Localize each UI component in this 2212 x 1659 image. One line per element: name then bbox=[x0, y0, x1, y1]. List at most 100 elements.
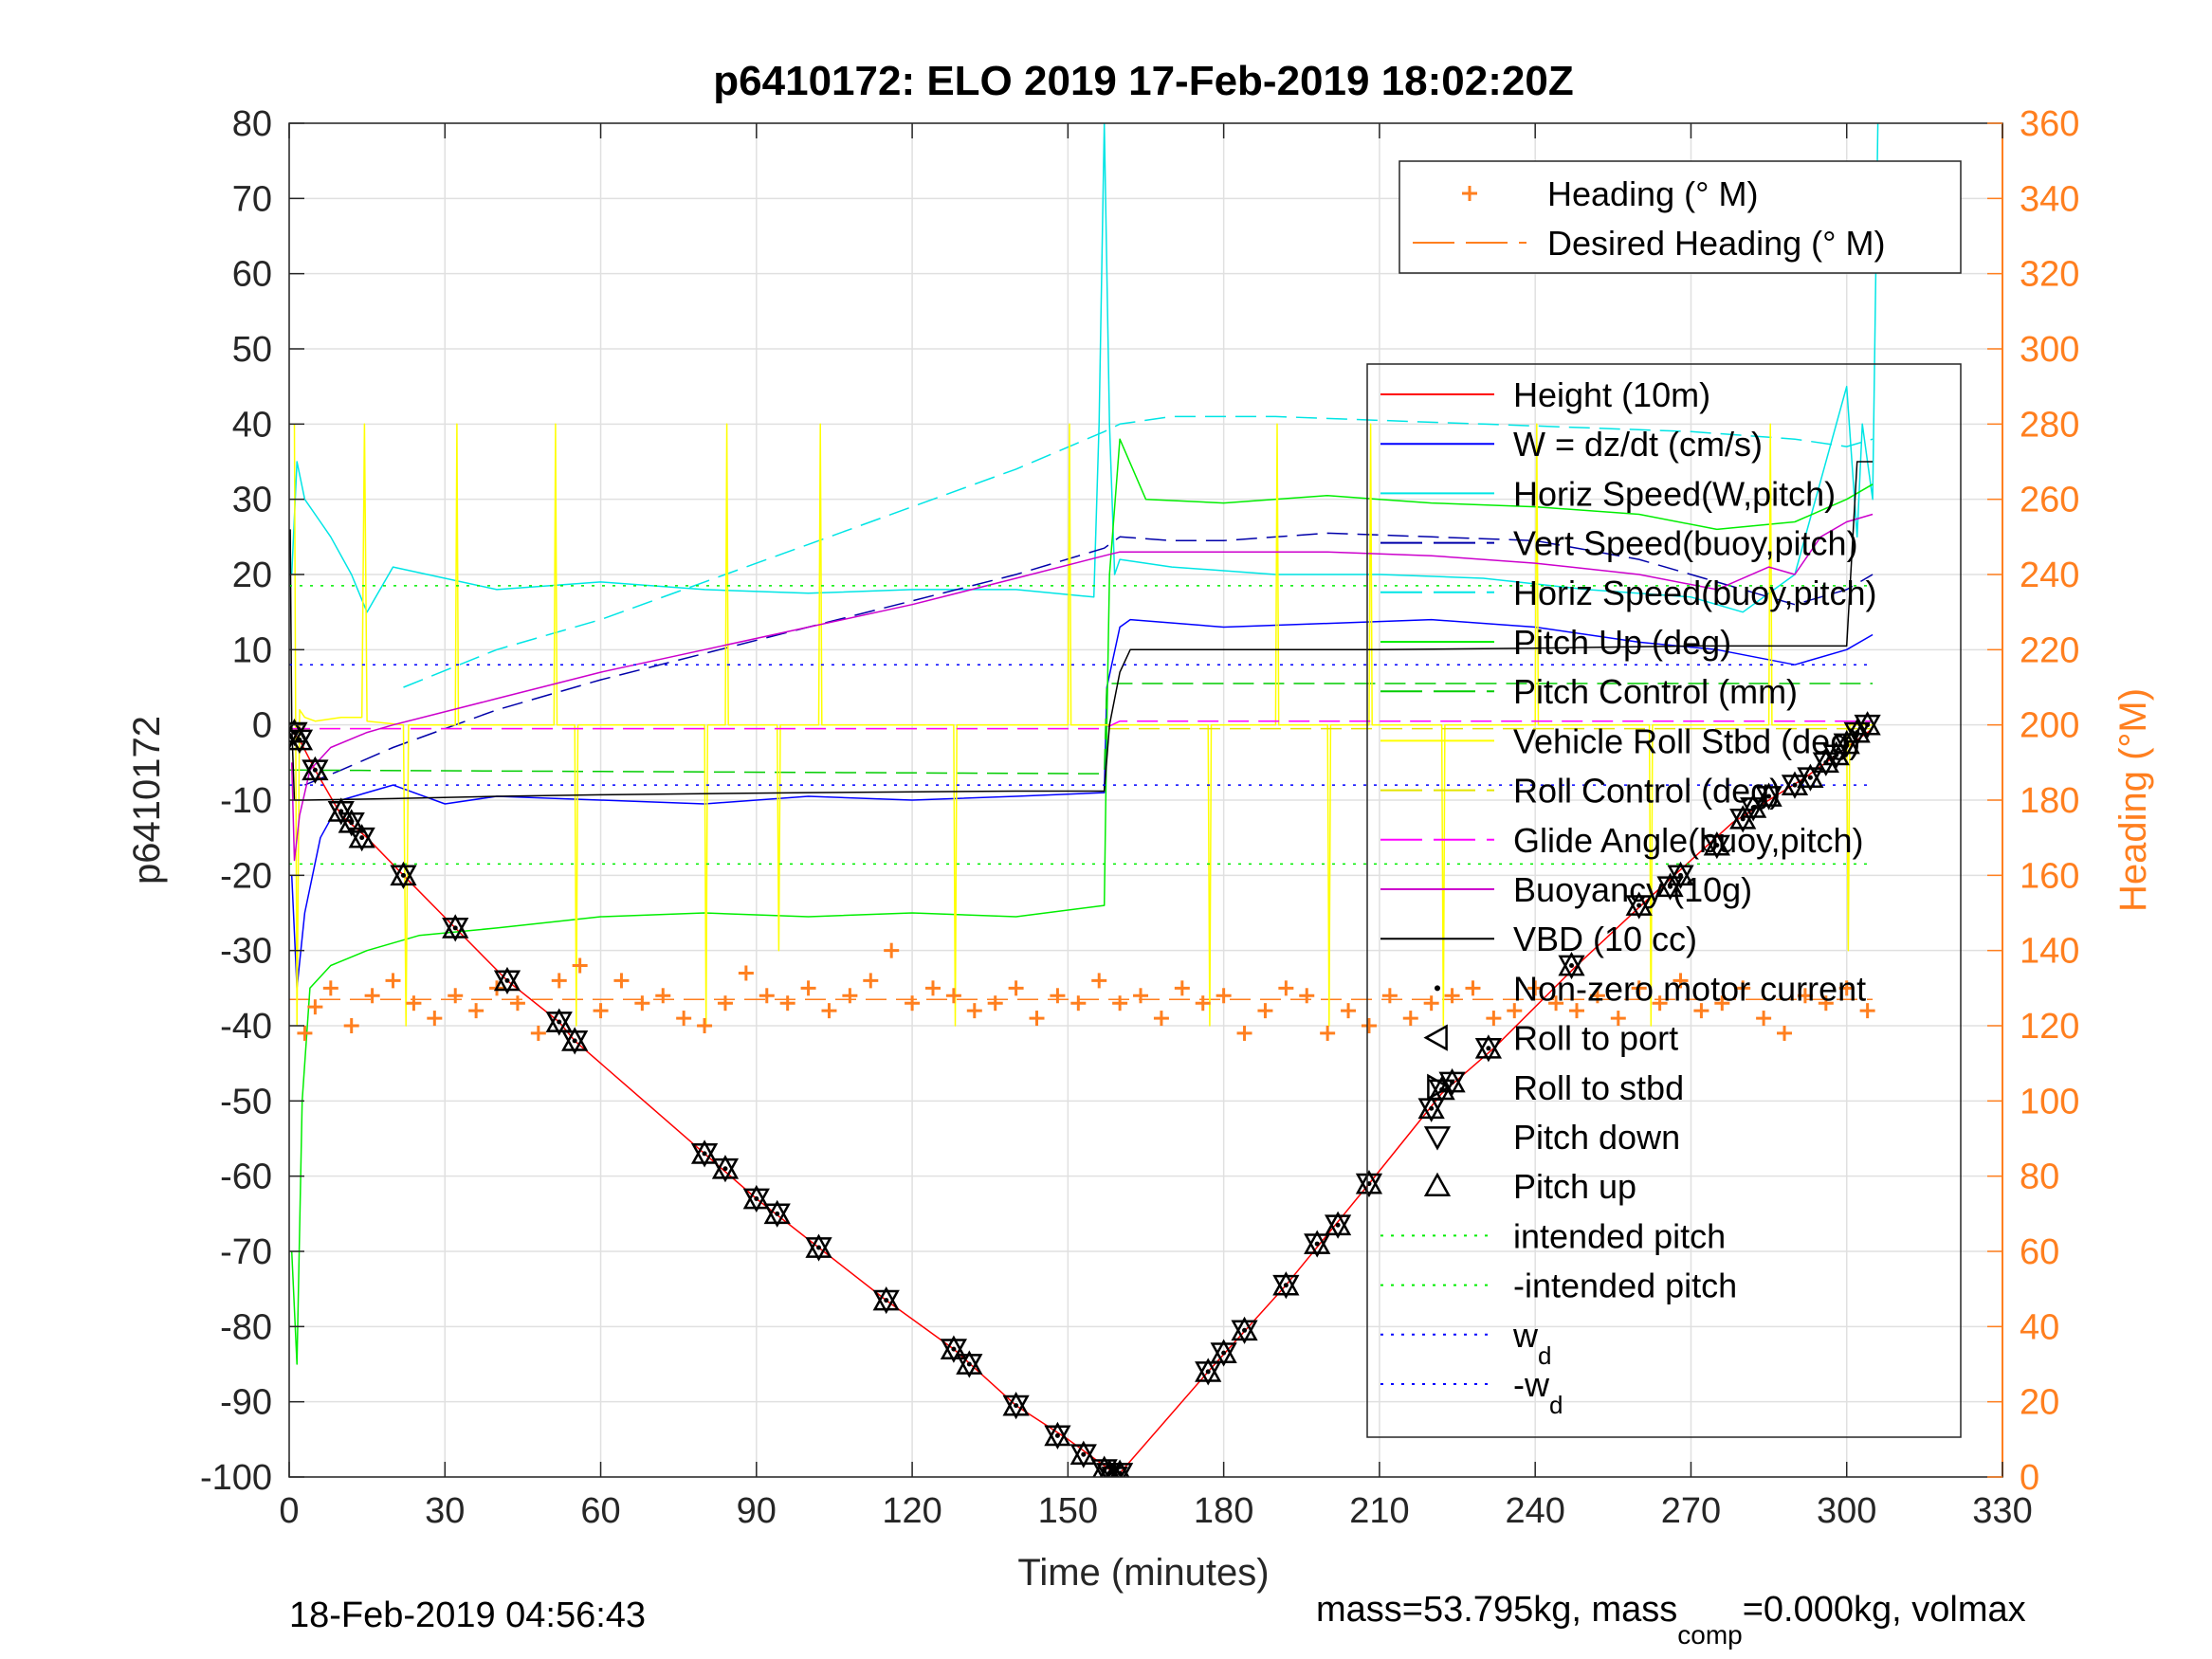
motor-marker bbox=[545, 1008, 573, 1036]
legend-main-item: Glide Angle(buoy,pitch) bbox=[1380, 821, 1864, 860]
motor-marker bbox=[805, 1233, 832, 1262]
heading-point bbox=[1486, 1011, 1502, 1027]
motor-current-dot bbox=[884, 1298, 889, 1304]
y2-tick-label: 240 bbox=[2020, 556, 2079, 595]
y-tick-label: -100 bbox=[200, 1458, 272, 1498]
legend-top: Heading (° M) Desired Heading (° M) bbox=[1398, 160, 1962, 274]
heading-point bbox=[987, 995, 1003, 1012]
axes: 0 30 60 90 120 150 180 210 240 270 300 330-100-90-8… bbox=[200, 104, 2079, 1531]
heading-point bbox=[364, 988, 380, 1004]
y-tick-label: 10 bbox=[232, 630, 272, 670]
legend-main-item: Non-zero motor current bbox=[1435, 969, 1866, 1008]
motor-marker bbox=[348, 824, 375, 852]
pitch-down-marker bbox=[1703, 834, 1730, 860]
pitch-down-marker bbox=[302, 759, 329, 784]
motor-current-dot bbox=[966, 1361, 972, 1367]
motor-current-dot bbox=[1081, 1451, 1087, 1457]
heading-point bbox=[863, 973, 879, 989]
heading-point bbox=[634, 995, 650, 1012]
pitch-down-marker bbox=[1090, 1459, 1118, 1477]
heading-point bbox=[1257, 1003, 1273, 1019]
y2-tick-label: 340 bbox=[2020, 179, 2079, 219]
y-tick-label: -30 bbox=[220, 932, 272, 972]
motor-current-dot bbox=[1865, 722, 1871, 728]
pitch-down-marker bbox=[1625, 895, 1653, 920]
y-tick-label: -20 bbox=[220, 856, 272, 896]
pitch-down-marker bbox=[348, 827, 375, 852]
motor-marker bbox=[1195, 1358, 1222, 1386]
pitch-down-marker bbox=[561, 1030, 589, 1055]
motor-marker bbox=[493, 966, 521, 994]
y-tick-label: 60 bbox=[232, 255, 272, 295]
motor-current-dot bbox=[1314, 1241, 1320, 1247]
y2-tick-label: 20 bbox=[2020, 1383, 2059, 1423]
chart-title: p6410172: ELO 2019 17-Feb-2019 18:02:20Z bbox=[713, 58, 1573, 104]
legend-main-item: Horiz Speed(W,pitch) bbox=[1380, 474, 1836, 513]
heading-point bbox=[1777, 1025, 1793, 1041]
motor-marker bbox=[1106, 1459, 1134, 1477]
heading-point bbox=[427, 1011, 443, 1027]
heading-point bbox=[343, 1018, 359, 1033]
heading-point bbox=[697, 1018, 713, 1033]
heading-point bbox=[593, 1003, 609, 1019]
heading-point bbox=[1195, 995, 1211, 1012]
motor-marker bbox=[1304, 1230, 1331, 1258]
legend-main-item: Roll to stbd bbox=[1427, 1068, 1684, 1107]
heading-point bbox=[530, 1025, 546, 1041]
heading-point bbox=[779, 995, 795, 1012]
motor-marker bbox=[1044, 1421, 1071, 1449]
legend-main-item: W = dz/dt (cm/s) bbox=[1380, 425, 1763, 464]
heading-point bbox=[800, 980, 816, 996]
motor-current-dot bbox=[1205, 1369, 1211, 1375]
legend-swatch bbox=[1423, 1172, 1452, 1197]
heading-point bbox=[945, 988, 961, 1004]
footer-mass: mass=53.795kg, masscomp=0.000kg, volmax bbox=[1316, 1590, 2026, 1650]
heading-point bbox=[1714, 995, 1730, 1012]
pitch-down-marker bbox=[956, 1354, 983, 1378]
heading-point bbox=[1423, 995, 1439, 1012]
legend-main-label: Vehicle Roll Stbd (deg) bbox=[1513, 721, 1860, 760]
heading-point bbox=[406, 995, 422, 1012]
legend-main-label: Roll Control (deg) bbox=[1513, 772, 1781, 811]
y2-tick-label: 80 bbox=[2020, 1158, 2059, 1197]
heading-point bbox=[1174, 980, 1190, 996]
legend-top-item: Heading (° M) bbox=[1462, 174, 1758, 213]
motor-marker bbox=[1474, 1034, 1503, 1063]
heading-point bbox=[1548, 995, 1564, 1012]
pitch-down-marker bbox=[1740, 797, 1767, 822]
heading-point bbox=[1050, 988, 1066, 1004]
x-tick-label: 120 bbox=[882, 1491, 941, 1531]
heading-point bbox=[1381, 988, 1398, 1004]
motor-marker bbox=[1069, 1440, 1097, 1468]
legend-main-box bbox=[1366, 363, 1962, 1438]
y2-tick-label: 100 bbox=[2020, 1082, 2079, 1121]
pitch-down-marker bbox=[1797, 767, 1824, 792]
y-tick-label: -50 bbox=[220, 1082, 272, 1121]
pitch-down-marker bbox=[1231, 1320, 1258, 1344]
x-tick-label: 180 bbox=[1194, 1491, 1253, 1531]
series-w bbox=[290, 618, 1874, 990]
series-vertBuoy bbox=[304, 532, 1874, 786]
pitch-down-marker bbox=[1355, 1173, 1383, 1198]
motor-current-dot bbox=[1636, 902, 1642, 908]
heading-point bbox=[1465, 980, 1481, 996]
motor-current-dot bbox=[297, 738, 302, 743]
heading-point bbox=[468, 1003, 484, 1019]
motor-marker bbox=[1002, 1392, 1030, 1420]
heading-point bbox=[1091, 973, 1107, 989]
y2-tick-label: 60 bbox=[2020, 1232, 2059, 1272]
motor-current-dot bbox=[1283, 1283, 1289, 1288]
motor-marker bbox=[763, 1199, 791, 1228]
x-tick-label: 300 bbox=[1817, 1491, 1876, 1531]
legend-main-label: W = dz/dt (cm/s) bbox=[1513, 425, 1763, 464]
motor-current-dot bbox=[775, 1211, 780, 1216]
motor-current-dot bbox=[1242, 1327, 1248, 1333]
pitch-down-marker bbox=[1656, 876, 1684, 901]
heading-point bbox=[1320, 1025, 1336, 1041]
x-tick-label: 150 bbox=[1038, 1491, 1098, 1531]
pitch-down-marker bbox=[805, 1237, 832, 1262]
heading-point bbox=[1589, 988, 1605, 1004]
legend-main-subscript: d bbox=[1549, 1391, 1563, 1419]
motor-marker bbox=[1703, 831, 1730, 860]
y-axis-label: p6410172 bbox=[126, 716, 168, 884]
